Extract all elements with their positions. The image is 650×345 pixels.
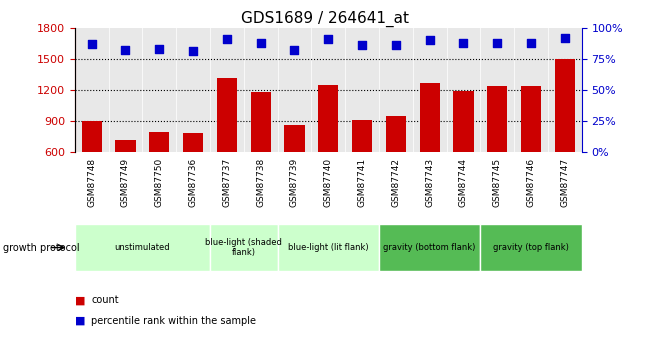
Point [188,48,198,54]
Point [255,40,266,45]
Text: blue-light (lit flank): blue-light (lit flank) [288,243,369,252]
Text: GSM87739: GSM87739 [290,158,299,207]
Text: percentile rank within the sample: percentile rank within the sample [91,316,256,326]
Point [526,40,536,45]
Point [391,42,401,48]
Text: GSM87736: GSM87736 [188,158,198,207]
Bar [318,85,339,152]
Text: GSM87745: GSM87745 [493,158,502,207]
Bar [284,125,305,152]
Bar [385,116,406,152]
Bar [419,83,440,152]
Point [560,35,570,40]
Bar [183,133,203,152]
Text: GSM87746: GSM87746 [526,158,536,207]
Point [323,36,333,41]
Text: GSM87738: GSM87738 [256,158,265,207]
Text: GSM87750: GSM87750 [155,158,164,207]
Bar [115,140,136,152]
Text: gravity (bottom flank): gravity (bottom flank) [384,243,476,252]
Bar [216,78,237,152]
Point [222,36,232,41]
Text: ■: ■ [75,316,85,326]
Bar [453,91,474,152]
Bar [149,132,170,152]
Text: count: count [91,295,119,305]
Text: GSM87742: GSM87742 [391,158,400,207]
Text: GSM87743: GSM87743 [425,158,434,207]
Text: GSM87737: GSM87737 [222,158,231,207]
Text: gravity (top flank): gravity (top flank) [493,243,569,252]
Text: GDS1689 / 264641_at: GDS1689 / 264641_at [241,10,409,27]
Text: ■: ■ [75,295,85,305]
Bar [487,86,508,152]
Text: unstimulated: unstimulated [114,243,170,252]
Text: GSM87740: GSM87740 [324,158,333,207]
Bar [521,86,541,152]
Text: GSM87749: GSM87749 [121,158,130,207]
Point [154,46,164,51]
Bar [352,120,372,152]
Point [492,40,502,45]
Text: GSM87748: GSM87748 [87,158,96,207]
Text: GSM87741: GSM87741 [358,158,367,207]
Text: blue-light (shaded
flank): blue-light (shaded flank) [205,238,282,257]
Point [458,40,469,45]
Text: GSM87744: GSM87744 [459,158,468,207]
Point [357,42,367,48]
Text: growth protocol: growth protocol [3,243,80,253]
Point [120,47,131,53]
Bar [250,92,271,152]
Bar [554,59,575,152]
Text: GSM87747: GSM87747 [560,158,569,207]
Bar [81,121,102,152]
Point [424,37,435,43]
Point [86,41,97,47]
Point [289,47,300,53]
